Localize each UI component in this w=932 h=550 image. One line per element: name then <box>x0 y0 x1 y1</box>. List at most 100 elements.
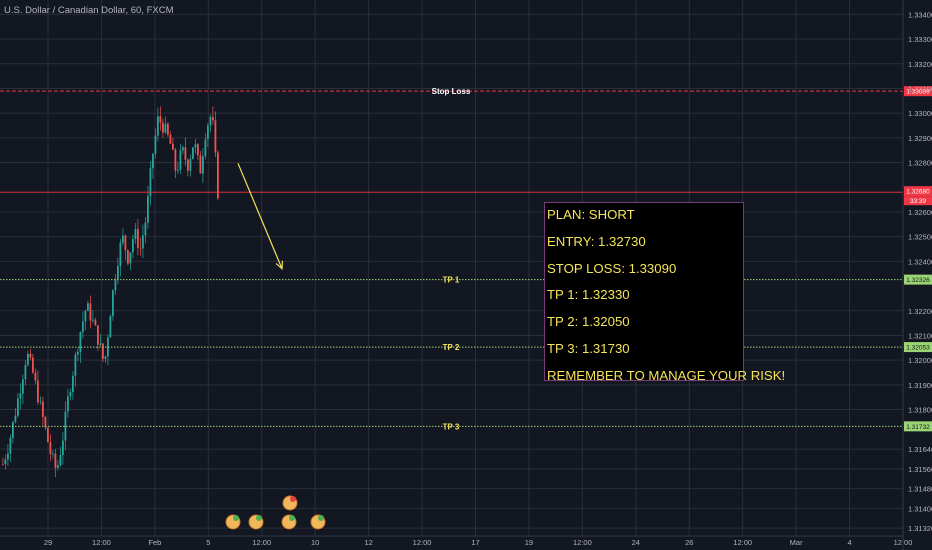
candle-body <box>109 316 112 338</box>
candle-body <box>37 380 39 403</box>
event-marker-dot <box>290 496 296 502</box>
candle-body <box>92 319 94 321</box>
price-axis-label: 1.32800 <box>908 159 932 168</box>
candle-body <box>77 352 79 355</box>
plan-entry: ENTRY: 1.32730 <box>547 233 646 249</box>
plan-direction: PLAN: SHORT <box>547 207 635 222</box>
candle-body <box>82 321 84 333</box>
time-axis-label: 4 <box>847 538 851 547</box>
price-axis-label: 1.31640 <box>908 445 932 454</box>
event-marker-dot <box>256 515 262 521</box>
candle-body <box>184 147 187 160</box>
candle-body <box>212 117 214 121</box>
time-axis-label: 12:00 <box>252 538 271 547</box>
candle-body <box>22 379 24 394</box>
level-price-badge-text: 1.32326 <box>906 277 930 284</box>
price-axis-label: 1.33300 <box>908 35 932 44</box>
time-axis-label: 29 <box>44 538 52 547</box>
candle-body <box>114 279 117 291</box>
candle-body <box>67 396 69 412</box>
candle-body <box>84 310 87 322</box>
trade-plan-box: PLAN: SHORT ENTRY: 1.32730 STOP LOSS: 1.… <box>544 202 785 383</box>
plan-risk-note: REMEMBER TO MANAGE YOUR RISK! <box>547 367 786 383</box>
candle-body <box>177 169 179 171</box>
candle-body <box>104 356 107 359</box>
candle-body <box>107 337 109 357</box>
price-axis-label: 1.33000 <box>908 109 932 118</box>
candle-body <box>112 290 114 317</box>
candle-body <box>209 117 212 126</box>
candle-body <box>9 437 12 454</box>
candle-body <box>157 116 159 136</box>
candle-body <box>54 453 57 468</box>
candle-body <box>129 252 132 264</box>
candle-body <box>197 144 199 156</box>
trend-arrow <box>237 163 284 271</box>
candle-body <box>94 319 97 326</box>
event-marker-dot <box>318 515 324 521</box>
time-axis-label: 17 <box>471 538 479 547</box>
candle-body <box>189 158 192 171</box>
candle-body <box>127 250 129 264</box>
chart-title: U.S. Dollar / Canadian Dollar, 60, FXCM <box>4 5 174 16</box>
candle-body <box>27 353 29 365</box>
level-price-badge <box>904 342 932 353</box>
candle-body <box>17 398 19 416</box>
price-axis-label: 1.31480 <box>908 485 932 494</box>
candle-body <box>194 144 197 148</box>
candle-body <box>29 353 32 358</box>
candle-body <box>89 303 92 321</box>
candle-body <box>179 150 182 170</box>
event-markers <box>225 495 326 530</box>
price-axis-label: 1.31900 <box>908 381 932 390</box>
candlestick-series <box>2 106 219 478</box>
level-price-badge <box>904 86 932 97</box>
candle-body <box>57 465 59 468</box>
candle-body <box>124 235 127 251</box>
plan-tp1: TP 1: 1.32330 <box>547 287 630 303</box>
candle-body <box>202 156 204 174</box>
candle-body <box>214 120 217 153</box>
candle-body <box>152 153 154 169</box>
candle-body <box>72 375 74 393</box>
price-axis-label: 1.31800 <box>908 406 932 415</box>
price-axis-label: 1.33200 <box>908 60 932 69</box>
time-axis-label: 10 <box>311 538 319 547</box>
candle-body <box>187 159 189 171</box>
candle-body <box>142 235 144 249</box>
level-price-badge <box>904 421 932 432</box>
price-axis-label: 1.33400 <box>908 10 932 19</box>
candle-body <box>32 357 34 373</box>
price-axis-label: 1.31320 <box>908 524 932 533</box>
countdown-badge-text: 33:39 <box>910 198 927 205</box>
level-label: TP 1 <box>443 276 460 285</box>
time-axis-label: 24 <box>632 538 640 547</box>
candle-body <box>144 222 147 236</box>
price-axis-label: 1.32400 <box>908 257 932 266</box>
time-axis-label: 12:00 <box>413 538 432 547</box>
time-axis-label: Mar <box>790 538 803 547</box>
current-price-badge <box>904 186 932 197</box>
candle-body <box>47 427 49 443</box>
candle-body <box>217 152 219 199</box>
candle-body <box>12 421 14 438</box>
time-axis-label: 12:00 <box>733 538 752 547</box>
candle-body <box>79 332 82 353</box>
candle-body <box>42 401 44 418</box>
price-levels: Stop Loss 1.33089 TP 1 1.32326 TP 2 1.32053 TP… <box>0 86 932 432</box>
time-axis-label: 12 <box>364 538 372 547</box>
price-axis-label: 1.31560 <box>908 465 932 474</box>
candle-body <box>139 247 142 249</box>
candle-body <box>172 143 174 150</box>
time-axis-label: 12:00 <box>92 538 111 547</box>
candle-body <box>199 155 202 174</box>
candle-body <box>39 401 42 403</box>
candle-body <box>169 134 172 144</box>
candle-body <box>2 463 4 465</box>
candle-body <box>52 453 54 455</box>
time-axis-label: 5 <box>206 538 210 547</box>
level-price-badge-text: 1.31732 <box>906 424 930 431</box>
candle-body <box>154 135 157 154</box>
